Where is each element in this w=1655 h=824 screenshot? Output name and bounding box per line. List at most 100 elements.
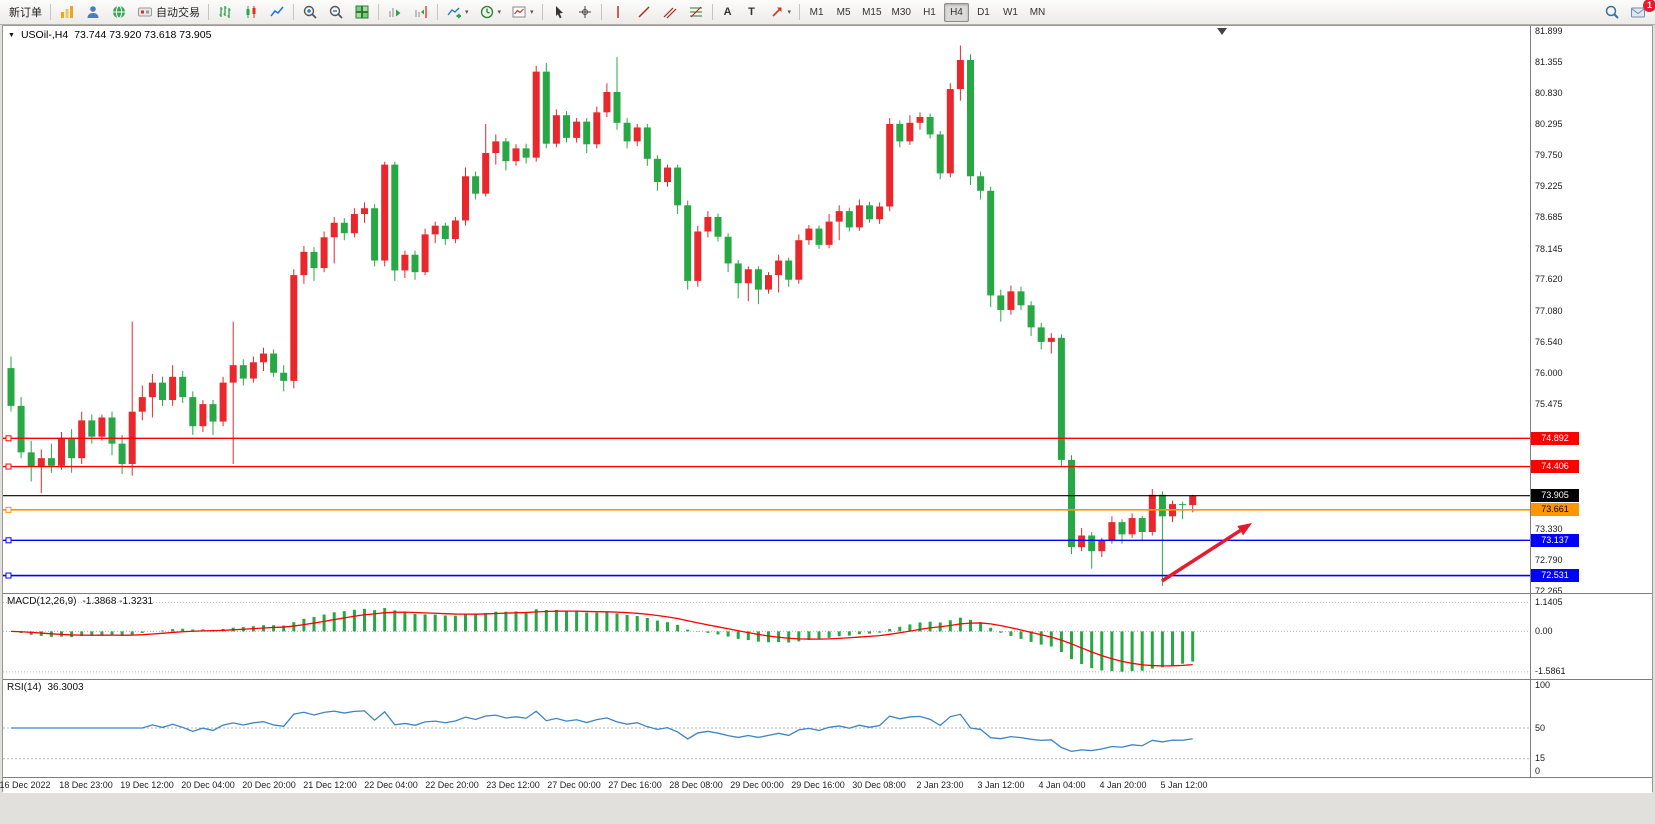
candle-body (1068, 459, 1075, 548)
notifications-button[interactable]: 1 (1625, 0, 1655, 23)
timeframe-m1-button[interactable]: M1 (804, 3, 829, 22)
line-handle (5, 572, 12, 579)
timeframe-mn-button[interactable]: MN (1025, 3, 1050, 22)
price-axis-label: 75.475 (1535, 398, 1563, 409)
time-axis-label: 22 Dec 04:00 (364, 780, 418, 790)
macd-panel[interactable]: MACD(12,26,9) -1.3868 -1.3231 (3, 594, 1530, 679)
candle-body (118, 443, 126, 464)
candle-body (361, 208, 368, 215)
tile-windows-button[interactable] (349, 2, 375, 23)
macd-axis-label: 1.1405 (1535, 596, 1563, 607)
time-axis[interactable]: 16 Dec 2022 18 Dec 23:00 19 Dec 12:00 20 De… (0, 777, 1652, 793)
timeframe-m30-button[interactable]: M30 (888, 3, 915, 22)
terminal-button[interactable] (106, 2, 132, 23)
equidistant-channel-icon (663, 7, 676, 19)
candle-body (997, 295, 1005, 310)
chart-menu-icon[interactable]: ▼ (8, 31, 15, 39)
macd-canvas[interactable] (3, 594, 1530, 679)
timeframe-d1-button[interactable]: D1 (971, 3, 996, 22)
rsi-row: RSI(14) 36.3003 100 50 15 0 (3, 679, 1652, 777)
zoom-in-icon (303, 5, 317, 19)
candle-body (229, 365, 237, 383)
text-tool-button[interactable]: A (716, 2, 740, 23)
mail-icon (1631, 7, 1645, 18)
periods-button[interactable]: ▾ (474, 2, 507, 23)
time-axis-label: 28 Dec 08:00 (669, 780, 723, 790)
fibonacci-tool-button[interactable] (683, 2, 709, 23)
time-axis-label: 4 Jan 20:00 (1099, 780, 1147, 790)
candle-body (1088, 535, 1096, 552)
zoom-in-button[interactable] (297, 2, 323, 23)
crosshair-button[interactable] (572, 2, 598, 23)
rsi-canvas[interactable] (3, 680, 1530, 777)
quotes-button[interactable] (54, 2, 80, 23)
price-axis-label: 72.790 (1535, 554, 1563, 565)
arrows-tool-button[interactable]: ▾ (764, 2, 797, 23)
candlestick-chart-button[interactable] (238, 2, 264, 23)
new-order-button[interactable]: 新订单 (4, 2, 47, 23)
rsi-axis[interactable]: 100 50 15 0 (1530, 680, 1652, 777)
line-chart-button[interactable] (264, 2, 290, 23)
zoom-out-button[interactable] (323, 2, 349, 23)
templates-button[interactable]: ▾ (506, 2, 539, 23)
candle-body (563, 115, 570, 138)
cursor-icon (555, 6, 563, 19)
vertical-line-icon (616, 6, 619, 18)
timeframe-m5-button[interactable]: M5 (831, 3, 856, 22)
navigator-button[interactable] (80, 2, 106, 23)
timeframe-w1-button[interactable]: W1 (998, 3, 1023, 22)
candle-body (1017, 291, 1025, 306)
auto-scroll-button[interactable] (382, 2, 408, 23)
chart-shift-button[interactable] (408, 2, 434, 23)
candle-body (472, 176, 480, 194)
vertical-line-tool-button[interactable] (605, 2, 631, 23)
line-handle (5, 537, 12, 544)
candle-body (189, 397, 197, 427)
price-axis-label: 76.000 (1535, 368, 1563, 379)
autotrading-button[interactable]: 自动交易 (132, 2, 205, 23)
toolbar-separator (293, 4, 294, 20)
time-axis-label: 16 Dec 2022 (0, 780, 51, 790)
candle-body (845, 211, 853, 228)
candle-body (805, 228, 813, 241)
channel-tool-button[interactable] (657, 2, 683, 23)
cursor-button[interactable] (546, 2, 572, 23)
candle-body (795, 240, 803, 280)
candle-body (674, 167, 682, 206)
annotation-arrow[interactable] (1161, 523, 1252, 583)
price-axis[interactable]: 81.899 81.355 80.830 80.295 79.750 79.225 78.6… (1530, 26, 1652, 593)
timeframe-m15-button[interactable]: M15 (858, 3, 885, 22)
bar-chart-button[interactable] (212, 2, 238, 23)
rsi-panel[interactable]: RSI(14) 36.3003 (3, 680, 1530, 777)
search-button[interactable] (1599, 2, 1625, 23)
macd-axis[interactable]: 1.1405 0.00 -1.5861 (1530, 594, 1652, 679)
candle-body (835, 211, 843, 222)
quotes-icon (61, 6, 73, 18)
timeframe-h4-button[interactable]: H4 (943, 2, 969, 22)
candle-body (310, 251, 318, 269)
chart-title: ▼ USOil-,H4 73.744 73.920 73.618 73.905 (8, 29, 211, 41)
candle-body (88, 420, 96, 437)
price-axis-label: 81.899 (1535, 26, 1563, 36)
candle-body (219, 382, 227, 422)
candle-body (320, 237, 328, 269)
main-chart[interactable]: ▼ USOil-,H4 73.744 73.920 73.618 73.905 (3, 26, 1530, 593)
time-axis-label: 30 Dec 08:00 (852, 780, 906, 790)
dropdown-caret-icon: ▾ (530, 8, 534, 16)
toolbar-right-group: 1 (1599, 0, 1655, 23)
indicators-button[interactable]: ▾ (441, 2, 474, 23)
line-chart-icon (270, 6, 284, 17)
candle-body (613, 91, 621, 123)
trendline-tool-button[interactable] (631, 2, 657, 23)
timeframe-h1-button[interactable]: H1 (917, 3, 942, 22)
candle-body (411, 254, 419, 273)
candle-body (280, 372, 288, 381)
candlestick-chart-canvas[interactable] (3, 26, 1530, 593)
text-label-tool-button[interactable]: T (740, 2, 764, 23)
candle-body (734, 263, 742, 284)
chart-shift-icon (415, 6, 427, 18)
crosshair-icon (578, 6, 591, 18)
macd-label: MACD(12,26,9) -1.3868 -1.3231 (7, 596, 154, 607)
candle-body (169, 376, 177, 401)
toolbar-separator (50, 4, 51, 20)
